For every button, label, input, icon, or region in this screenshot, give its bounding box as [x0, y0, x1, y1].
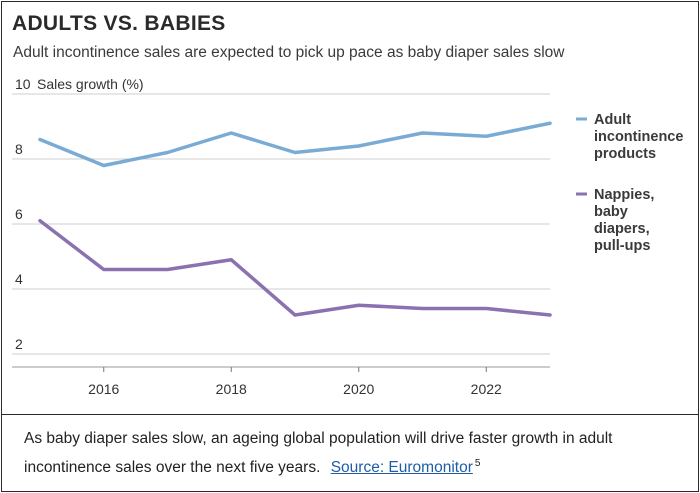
line-chart: 2 4 6 8 10 Sales growth (%) 2016 2018 2020 2022 Ad…: [12, 76, 683, 397]
legend-label: diapers,: [594, 221, 650, 237]
series-line-nappies: [38, 219, 552, 317]
chart-title: ADULTS VS. BABIES: [12, 12, 226, 35]
y-tick-label: 8: [15, 141, 23, 157]
x-tick-label: 2018: [216, 381, 247, 397]
caption: As baby diaper sales slow, an ageing glo…: [24, 426, 689, 480]
data-point: [421, 132, 424, 135]
legend-label: Adult: [594, 112, 631, 128]
y-tick-label: 6: [15, 206, 23, 222]
data-point: [294, 314, 297, 317]
data-point: [549, 122, 552, 125]
data-point: [357, 145, 360, 148]
legend-label: products: [594, 146, 656, 162]
caption-text: As baby diaper sales slow, an ageing glo…: [24, 430, 613, 477]
data-point: [230, 258, 233, 261]
x-tick-label: 2020: [343, 381, 374, 397]
legend-label: baby: [594, 204, 628, 220]
y-axis-label: Sales growth (%): [37, 76, 144, 92]
data-point: [485, 135, 488, 138]
x-tick-label: 2022: [471, 381, 502, 397]
chart-subtitle: Adult incontinence sales are expected to…: [13, 44, 565, 61]
data-point: [39, 219, 42, 222]
data-point: [102, 268, 105, 271]
y-tick-label: 2: [15, 336, 23, 352]
legend-label: Nappies,: [594, 187, 654, 203]
y-tick-label: 4: [15, 271, 23, 287]
chart-panel: ADULTS VS. BABIES Adult incontinence sal…: [2, 2, 698, 415]
legend-label: pull-ups: [594, 238, 650, 254]
data-point: [294, 151, 297, 154]
legend-label: incontinence: [594, 129, 683, 145]
x-tick-label: 2016: [88, 381, 119, 397]
y-tick-label: 10: [15, 76, 31, 92]
data-point: [166, 268, 169, 271]
footnote-marker: 5: [474, 458, 481, 469]
data-point: [102, 164, 105, 167]
data-point: [357, 304, 360, 307]
data-point: [39, 138, 42, 141]
data-point: [166, 151, 169, 154]
data-point: [421, 307, 424, 310]
data-point: [549, 314, 552, 317]
data-point: [230, 132, 233, 135]
series-line-adult: [38, 121, 552, 168]
data-point: [485, 307, 488, 310]
source-link[interactable]: Source: Euromonitor: [330, 459, 473, 477]
